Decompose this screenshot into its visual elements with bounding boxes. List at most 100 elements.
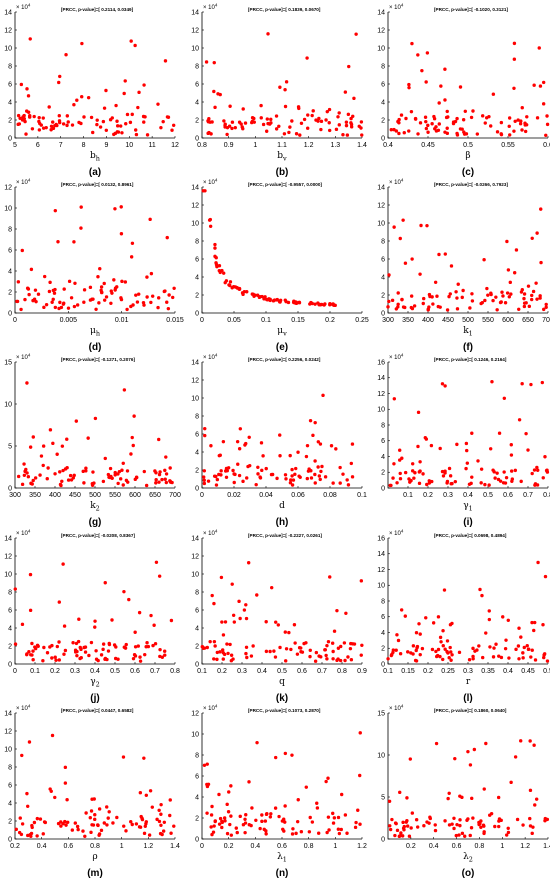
x-tick-label: 0.4 xyxy=(90,668,100,675)
data-point xyxy=(506,830,511,835)
x-axis-label: μv xyxy=(277,326,287,338)
data-point xyxy=(498,479,503,483)
x-tick-label: 650 xyxy=(149,492,161,499)
data-point xyxy=(135,300,140,304)
panel-title: [PRCC, p-value]=[ 0.1246, 0.2164] xyxy=(434,357,507,362)
data-point xyxy=(526,647,531,651)
y-tick-label: 14 xyxy=(377,184,385,191)
data-point xyxy=(317,474,322,478)
data-point xyxy=(19,82,24,87)
data-point xyxy=(65,114,70,118)
data-point xyxy=(131,656,136,661)
data-point xyxy=(479,819,483,823)
data-point xyxy=(61,468,65,473)
data-point xyxy=(508,133,512,137)
data-point xyxy=(518,122,523,126)
data-point xyxy=(487,617,492,622)
data-point xyxy=(398,236,402,241)
data-point xyxy=(123,79,127,83)
data-point xyxy=(227,790,231,794)
data-point xyxy=(347,64,351,69)
data-point xyxy=(214,255,218,260)
data-point xyxy=(37,128,42,132)
data-point xyxy=(491,655,496,659)
data-point xyxy=(221,633,226,637)
data-point xyxy=(214,483,219,487)
data-point xyxy=(104,88,108,93)
data-point xyxy=(50,656,54,660)
panel-title: [PRCC, p-value]=[ -0.0266, 0.7923] xyxy=(434,182,508,187)
subfigure-label: (h) xyxy=(276,517,289,528)
data-point xyxy=(157,574,162,578)
data-point xyxy=(455,442,459,447)
data-point xyxy=(392,225,396,229)
data-point xyxy=(537,46,541,50)
data-point xyxy=(463,109,467,113)
data-point xyxy=(401,305,406,309)
data-point xyxy=(425,482,429,487)
data-point xyxy=(18,816,22,820)
data-point xyxy=(215,264,219,269)
data-point xyxy=(154,481,158,485)
y-tick-label: 2 xyxy=(381,646,385,653)
data-point xyxy=(447,466,452,471)
data-point xyxy=(72,103,76,107)
data-point xyxy=(349,116,353,121)
panel-title: [PRCC, p-value]=[ -0.9557, 0.0000] xyxy=(248,182,322,187)
data-point xyxy=(142,303,146,307)
data-point xyxy=(277,124,281,128)
data-point xyxy=(489,292,493,297)
x-tick-label: 0.015 xyxy=(166,317,184,324)
data-point xyxy=(479,825,483,829)
x-tick-label: 6 xyxy=(36,142,40,149)
data-point xyxy=(42,645,46,650)
data-point xyxy=(76,639,81,644)
data-point xyxy=(526,448,530,452)
data-point xyxy=(83,650,88,654)
data-point xyxy=(202,646,207,650)
data-point xyxy=(54,658,58,662)
data-point xyxy=(288,481,293,485)
y-exponent-label: × 104 xyxy=(389,178,404,187)
data-point xyxy=(66,820,70,824)
x-tick-label: 0.6 xyxy=(297,668,307,675)
data-point xyxy=(399,831,403,835)
x-tick-label: 0.1 xyxy=(261,317,271,324)
data-point xyxy=(359,579,364,583)
x-axis-label: d xyxy=(279,501,285,511)
data-point xyxy=(157,819,162,824)
data-point xyxy=(211,830,216,834)
x-tick-label: 700 xyxy=(169,492,181,499)
data-point xyxy=(455,307,460,311)
data-point xyxy=(66,306,71,310)
data-point xyxy=(47,289,52,294)
data-point xyxy=(431,302,435,306)
data-point xyxy=(229,653,234,657)
data-point xyxy=(339,792,344,797)
y-tick-label: 2 xyxy=(8,643,12,650)
data-point xyxy=(305,56,309,60)
x-tick-label: 0.45 xyxy=(421,142,435,149)
data-point xyxy=(228,822,232,827)
data-point xyxy=(210,804,214,809)
data-point xyxy=(69,296,74,300)
data-point xyxy=(294,466,298,471)
data-point xyxy=(159,125,163,130)
data-point xyxy=(125,307,129,312)
data-point xyxy=(20,248,24,253)
data-point xyxy=(62,652,66,656)
data-point xyxy=(521,656,525,660)
data-point xyxy=(90,482,95,486)
x-tick-label: 0.4 xyxy=(250,843,260,850)
x-tick-label: 0.01 xyxy=(115,317,129,324)
data-point xyxy=(44,125,48,130)
data-point xyxy=(300,650,305,654)
data-point xyxy=(60,479,64,483)
data-point xyxy=(202,469,207,473)
data-point xyxy=(132,414,136,418)
data-point xyxy=(77,617,81,621)
data-point xyxy=(208,224,213,228)
data-point xyxy=(208,120,212,124)
data-point xyxy=(324,653,328,658)
data-point xyxy=(124,122,128,126)
